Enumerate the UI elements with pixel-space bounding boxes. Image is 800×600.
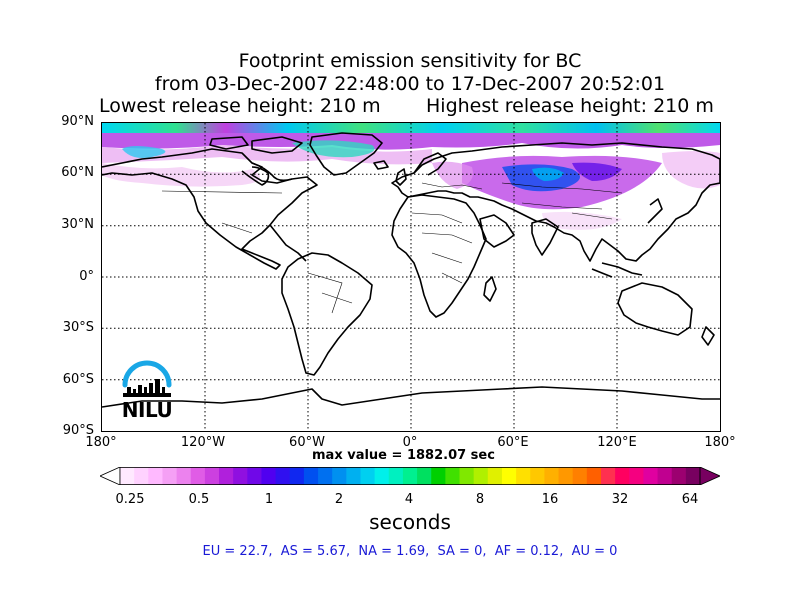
colorbar-segment [473, 467, 489, 485]
coast-africa [391, 194, 487, 318]
coast-north-america [102, 148, 318, 270]
colorbar-tick-label: 16 [541, 492, 559, 507]
colorbar-tick-label: 4 [404, 492, 414, 507]
lat-label-60n: 60°N [61, 165, 94, 180]
lon-label-180w: 180° [85, 435, 117, 450]
colorbar-unit-label: seconds [369, 510, 451, 534]
colorbar-segment [459, 467, 475, 485]
colorbar-segment [516, 467, 531, 485]
colorbar-tick-label: 0.25 [115, 492, 145, 507]
nilu-logo-text: NILU [121, 398, 173, 422]
lat-label-90n: 90°N [61, 114, 94, 129]
sensitivity-field [102, 123, 720, 230]
colorbar-segment [289, 467, 305, 485]
coast-antarctica [102, 386, 720, 408]
colorbar-segment [346, 467, 361, 485]
lon-label-120w: 120°W [180, 435, 226, 450]
coast-australia [617, 282, 693, 336]
coast-greenland [309, 132, 383, 176]
north-america-pink-region [102, 163, 260, 187]
colorbar-segment [431, 467, 446, 485]
colorbar-segment [261, 467, 277, 485]
colorbar-segment [162, 467, 178, 485]
colorbar-tick-label: 0.5 [188, 492, 210, 507]
colorbar-segment [360, 467, 376, 485]
colorbar-segment [445, 467, 461, 485]
colorbar-segment [134, 467, 149, 485]
colorbar-segment [275, 467, 291, 485]
lat-label-0: 0° [79, 269, 94, 284]
colorbar-tick-label: 2 [334, 492, 344, 507]
plot-title-line-2: from 03-Dec-2007 22:48:00 to 17-Dec-2007… [154, 73, 666, 95]
colorbar-segment [303, 467, 319, 485]
colorbar-segment [530, 467, 545, 485]
colorbar-segment [233, 467, 248, 485]
colorbar-under-triangle [100, 467, 121, 485]
colorbar-segment [318, 467, 333, 485]
highest-release-height: Highest release height: 210 m [426, 95, 714, 117]
colorbar-over-triangle [699, 467, 720, 485]
colorbar-segment [148, 467, 163, 485]
colorbar-segment [586, 467, 602, 485]
lat-label-60s: 60°S [62, 372, 94, 387]
colorbar-segment [247, 467, 262, 485]
colorbar-segment [374, 467, 390, 485]
colorbar-segment [671, 467, 687, 485]
colorbar-segment [176, 467, 192, 485]
colorbar-tick-label: 64 [681, 492, 699, 507]
colorbar-segment [417, 467, 432, 485]
nilu-logo-graphic [122, 360, 172, 397]
colorbar [100, 467, 720, 485]
colorbar-segment [600, 467, 616, 485]
country-borders [161, 182, 623, 314]
arctic-purple-band [102, 133, 720, 150]
colorbar-tick-label: 1 [264, 492, 274, 507]
region-summary: EU = 22.7, AS = 5.67, NA = 1.69, SA = 0,… [202, 544, 618, 559]
coastlines [102, 132, 720, 408]
map-panel: NILU [101, 122, 721, 432]
colorbar-segment [544, 467, 560, 485]
colorbar-tick-label: 8 [475, 492, 485, 507]
lowest-release-height: Lowest release height: 210 m [99, 95, 381, 117]
nilu-logo: NILU [117, 357, 177, 423]
colorbar-tick-label: 32 [611, 492, 629, 507]
colorbar-segment [120, 467, 135, 485]
colorbar-segment [558, 467, 574, 485]
colorbar-segment [657, 467, 673, 485]
colorbar-segment [615, 467, 630, 485]
colorbar-segment [487, 467, 503, 485]
max-value-label: max value = 1882.07 sec [312, 448, 495, 463]
colorbar-segment [572, 467, 588, 485]
colorbar-segment [204, 467, 220, 485]
world-map [102, 123, 720, 431]
lat-label-30n: 30°N [61, 217, 94, 232]
colorbar-segment [501, 467, 517, 485]
lon-label-60w: 60°W [289, 435, 325, 450]
coast-south-america [281, 252, 373, 376]
colorbar-border [119, 467, 701, 485]
colorbar-segment [219, 467, 234, 485]
lon-label-0: 0° [402, 435, 418, 450]
lat-label-90s: 90°S [62, 423, 94, 438]
colorbar-segment [402, 467, 418, 485]
colorbar-segment [643, 467, 659, 485]
colorbar-segment [388, 467, 404, 485]
colorbar-segment [629, 467, 644, 485]
lon-label-60e: 60°E [497, 435, 529, 450]
coast-eurasia [391, 142, 720, 262]
lon-label-120e: 120°E [597, 435, 637, 450]
lat-label-30s: 30°S [62, 320, 94, 335]
lon-label-180e: 180° [704, 435, 736, 450]
colorbar-segment [332, 467, 347, 485]
colorbar-segment [190, 467, 206, 485]
plot-title-line-1: Footprint emission sensitivity for BC [238, 50, 582, 72]
colorbar-segment [685, 467, 701, 485]
